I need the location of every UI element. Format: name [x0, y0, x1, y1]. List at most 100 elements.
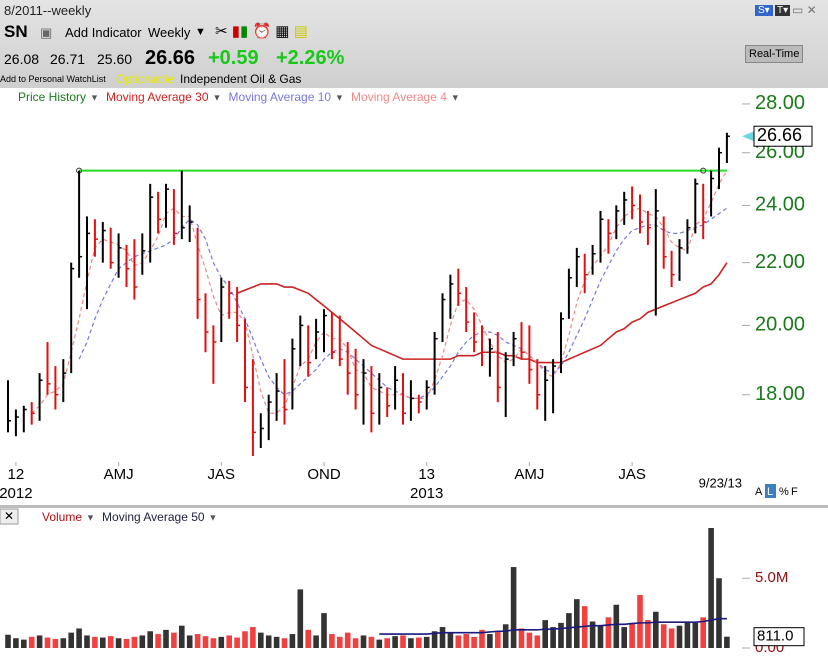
volume-bar	[76, 628, 82, 648]
volume-bar	[447, 632, 454, 648]
volume-bar	[5, 634, 11, 648]
volume-bar	[210, 638, 217, 648]
volume-bar	[258, 632, 264, 648]
x-tick-label: JAS	[208, 466, 236, 483]
volume-bar	[289, 634, 296, 648]
volume-bar	[329, 634, 335, 648]
volume-bar	[115, 638, 122, 648]
y-tick-label: 24.00	[755, 194, 805, 216]
dropdown[interactable]: ▼	[195, 26, 206, 38]
volume-bar	[510, 567, 517, 648]
volume-bar	[352, 638, 359, 648]
low: 25.60	[97, 51, 133, 67]
resistance-point	[700, 167, 707, 174]
legend-arrow: ▼	[213, 92, 222, 102]
volume-bar	[131, 636, 138, 648]
scale-button[interactable]: F	[791, 486, 798, 498]
volume-bar	[360, 635, 367, 648]
last-box	[753, 125, 813, 147]
volume-bar	[273, 636, 280, 648]
volume-bar	[305, 629, 311, 648]
y-tick-label: 5.0M	[755, 569, 788, 586]
volume-bar	[36, 635, 43, 648]
volume-bar	[242, 631, 248, 648]
legend-entry: Moving Average 4	[351, 90, 447, 104]
volume-bar	[542, 620, 548, 648]
volume-bar	[684, 621, 691, 648]
volume-bar	[676, 625, 683, 648]
last-arrow	[742, 131, 754, 142]
scale-button[interactable]: A	[755, 486, 763, 498]
volume-bar	[455, 635, 462, 648]
volume-bar	[139, 635, 146, 648]
volume-bar	[692, 622, 699, 648]
volume-bar	[186, 635, 193, 648]
legend-arrow: ▼	[451, 92, 460, 102]
x-tick-label: 12	[8, 466, 25, 483]
volume-bar	[321, 613, 327, 648]
title: 8/2011--weekly	[4, 3, 92, 18]
last-volume-box	[753, 627, 805, 647]
volume-bar	[574, 599, 580, 648]
last-price-label: 26.66	[757, 125, 802, 145]
volume-bar	[60, 638, 67, 648]
legend-entry: Moving Average 10	[229, 90, 332, 104]
x-tick-label: JAS	[618, 466, 646, 483]
volume-bar	[479, 629, 485, 648]
volume-bar	[123, 638, 130, 648]
y-tick-label: 22.00	[755, 251, 805, 273]
volume-bar	[68, 632, 74, 648]
year-label: 2012	[0, 485, 33, 502]
volume-bar	[637, 594, 643, 648]
volume-bar	[589, 621, 596, 648]
window-buttons[interactable]: ▭ ✕	[792, 3, 817, 17]
volume-bar	[621, 627, 627, 648]
volume-bar	[226, 635, 232, 648]
s-button[interactable]: S▾	[755, 5, 773, 16]
header: 8/2011--weekly SN ▣ Add Indicator Weekly…	[0, 0, 828, 88]
volume-bar	[28, 636, 35, 648]
volume-bar	[534, 635, 541, 648]
period[interactable]: Weekly	[148, 25, 191, 40]
volume-bar	[645, 620, 651, 648]
volume-bar	[416, 637, 422, 648]
tools[interactable]: ✂ ▮▮ ⏰ ▦ ▤	[215, 23, 308, 40]
x-tick-label: AMJ	[514, 466, 544, 483]
volume-bar	[400, 635, 406, 648]
realtime[interactable]: Real-Time	[745, 45, 804, 63]
open: 26.08	[4, 51, 40, 67]
close-button[interactable]	[0, 508, 19, 525]
symbol: SN	[4, 22, 28, 41]
watchlist[interactable]: Add to Personal WatchList	[0, 74, 106, 84]
volume-bar	[566, 613, 572, 648]
volume-bar	[724, 636, 730, 648]
year-label: 2013	[410, 485, 443, 502]
legend-entry: Volume	[42, 510, 82, 524]
volume-bar	[234, 637, 240, 648]
button-bg	[765, 484, 776, 498]
scale-button[interactable]: %	[779, 486, 789, 498]
volume-bar	[313, 635, 319, 648]
y-tick-label: 18.00	[755, 383, 805, 405]
volume-bar	[376, 639, 383, 648]
volume-bar	[431, 631, 438, 648]
volume-bar	[487, 634, 493, 648]
volume-bar	[368, 636, 375, 648]
volume-bar	[471, 636, 477, 648]
add-indicator[interactable]: Add Indicator	[65, 25, 142, 40]
volume-bar	[708, 528, 714, 648]
volume-bar	[281, 638, 288, 648]
volume-bar	[155, 634, 161, 648]
volume-bar	[653, 611, 659, 648]
tv-button[interactable]: T▾	[775, 5, 791, 16]
icon[interactable]: ▣	[40, 25, 53, 40]
volume-bar	[518, 628, 525, 648]
scale-button[interactable]: L	[767, 486, 773, 498]
volume-bar	[392, 636, 398, 648]
volume-bar	[44, 637, 51, 648]
close-x[interactable]: ✕	[4, 509, 14, 523]
volume-bar	[408, 638, 414, 648]
industry: Independent Oil & Gas	[180, 72, 302, 86]
volume-bar	[629, 622, 635, 648]
divider	[0, 505, 828, 508]
